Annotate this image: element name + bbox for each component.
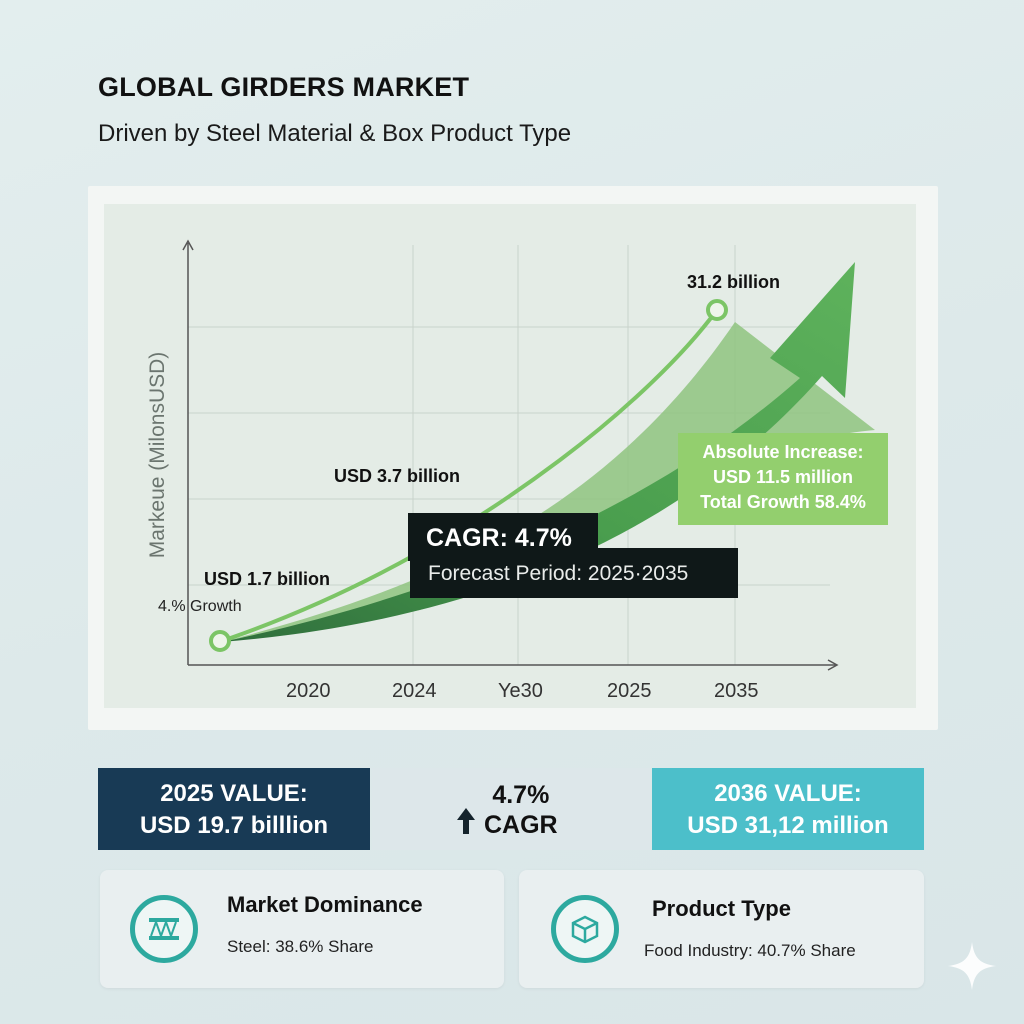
cagr-box: CAGR: 4.7% (408, 513, 598, 561)
stat-2025-label: 2025 VALUE: (160, 780, 308, 807)
stat-2036-label: 2036 VALUE: (714, 780, 862, 807)
sparkle-icon (948, 942, 996, 990)
card-heading: Market Dominance (227, 892, 423, 917)
stat-2025-value: 2025 VALUE: USD 19.7 billlion (98, 768, 370, 850)
card-detail: Food Industry: 40.7% Share (644, 941, 856, 960)
page-title: GLOBAL GIRDERS MARKET (98, 72, 470, 102)
card-detail: Steel: 38.6% Share (227, 937, 374, 956)
x-tick-label: 2035 (714, 680, 759, 702)
y-axis-label: Markeue (MilonsUSD) (146, 351, 169, 559)
x-tick-label: 2025 (607, 680, 652, 702)
y-axis-arrowhead (182, 239, 194, 251)
stat-2025-amount: USD 19.7 billlion (139, 812, 329, 839)
trend-line (221, 308, 719, 643)
stat-cagr-value: 4.7% CAGR (484, 780, 558, 840)
growth-arrow-light (222, 322, 875, 642)
start-value-label: USD 1.7 billion (204, 569, 331, 589)
x-axis-arrowhead (827, 659, 839, 671)
start-growth-note: 4.% Growth (158, 598, 242, 615)
market-dominance-card: Market Dominance Steel: 38.6% Share (100, 870, 504, 988)
up-arrow-icon (457, 808, 475, 834)
data-point-end (706, 299, 728, 321)
abs-line: Total Growth 58.4% (700, 492, 866, 512)
abs-line: Absolute Increase: (702, 442, 864, 462)
stat-cagr-percent: 4.7% (492, 781, 550, 809)
card-heading: Product Type (652, 896, 791, 921)
x-tick-label: Ye30 (498, 680, 543, 702)
absolute-increase-box: Absolute Increase: USD 11.5 million Tota… (678, 433, 888, 525)
stat-cagr-label: CAGR (484, 811, 558, 839)
stat-2036-amount: USD 31,12 million (687, 812, 889, 839)
x-tick-label: 2024 (392, 680, 437, 702)
girder-icon (130, 895, 198, 963)
end-value-label: 31.2 billion (687, 272, 781, 292)
data-point-start (209, 630, 231, 652)
product-type-card: Product Type Food Industry: 40.7% Share (519, 870, 924, 988)
stat-cagr: 4.7% CAGR (372, 768, 650, 850)
stat-2036-value: 2036 VALUE: USD 31,12 million (652, 768, 924, 850)
abs-line: USD 11.5 million (712, 467, 854, 487)
page-subtitle: Driven by Steel Material & Box Product T… (98, 120, 572, 147)
x-tick-label: 2020 (286, 680, 331, 702)
mid-value-label: USD 3.7 billion (334, 466, 461, 486)
box-icon (551, 895, 619, 963)
